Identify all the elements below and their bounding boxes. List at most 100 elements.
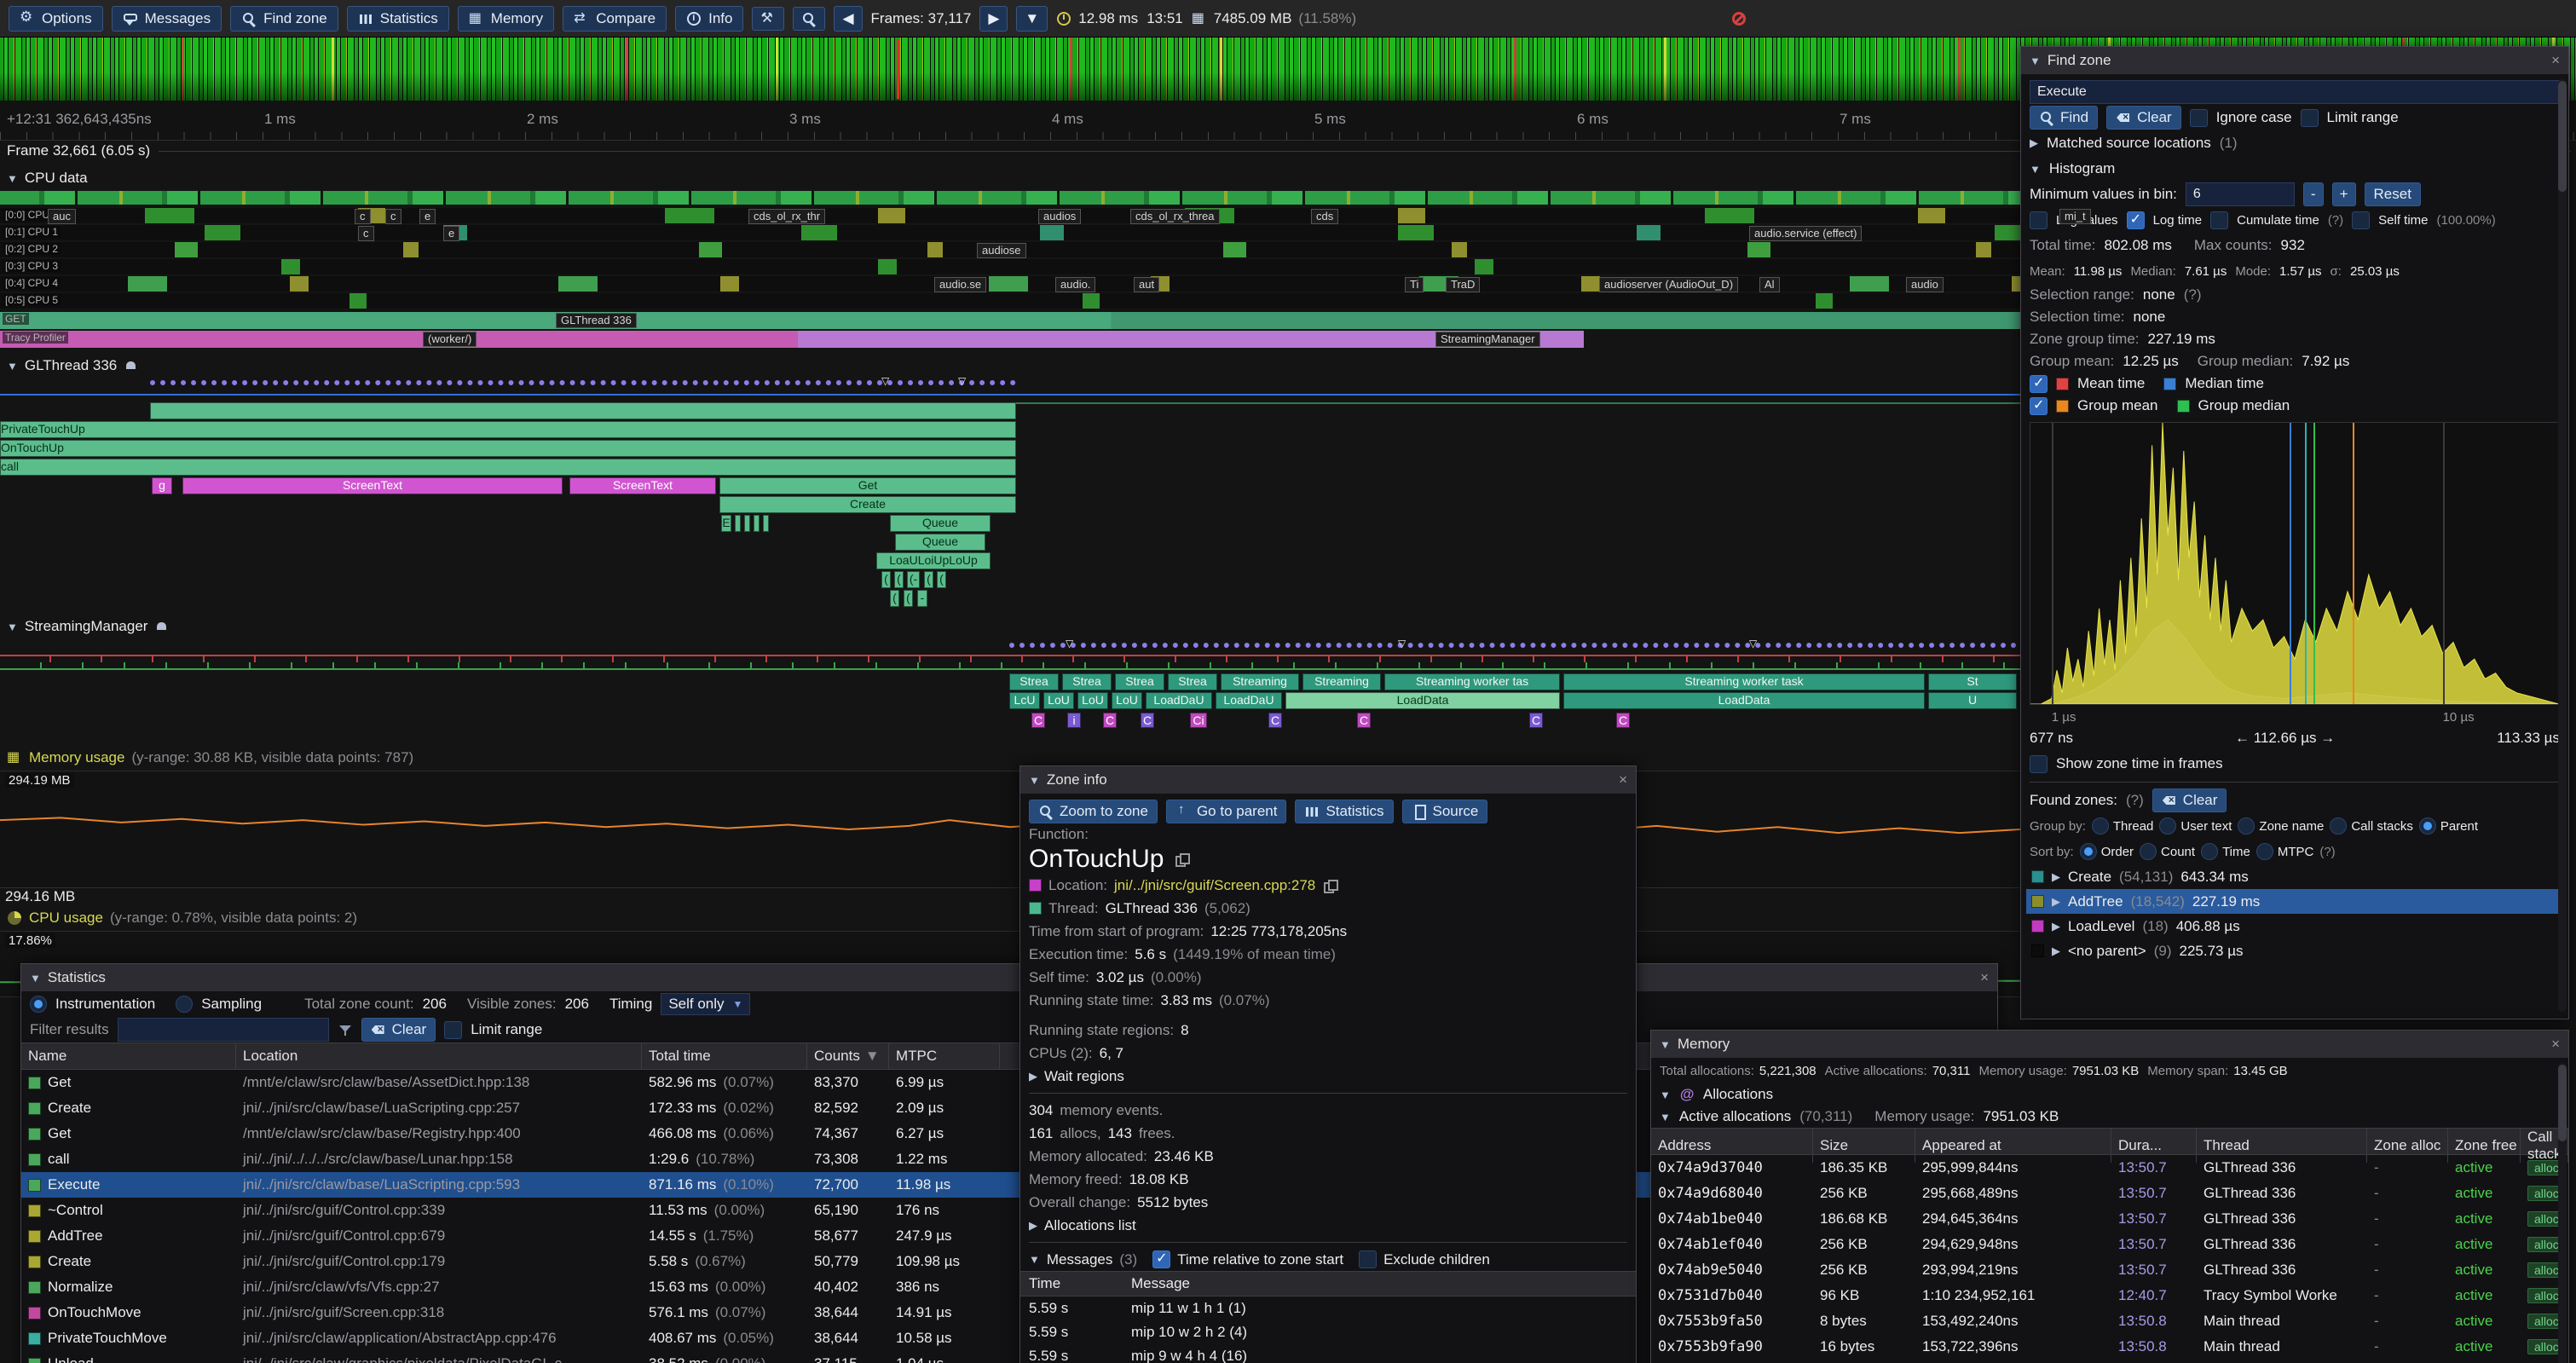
message-marker[interactable]: ▽: [1066, 638, 1074, 650]
alloc-duration-link[interactable]: 13:50.7: [2118, 1185, 2167, 1201]
alloc-duration-link[interactable]: 13:50.7: [2118, 1159, 2167, 1175]
messages-collapser[interactable]: ▼: [1029, 1253, 1040, 1266]
zone-bar[interactable]: ScreenText: [569, 477, 716, 494]
alloc-callstack-button[interactable]: alloc: [2527, 1211, 2566, 1227]
log-time-checkbox[interactable]: [2126, 211, 2145, 229]
show-zone-time-checkbox[interactable]: [2030, 754, 2048, 773]
sort-by-option[interactable]: Time: [2201, 843, 2250, 860]
zone-bar[interactable]: LoaULoiUpLoUp: [876, 552, 991, 569]
histogram-collapser[interactable]: ▼ Histogram: [2030, 160, 2116, 176]
expand-frames-button[interactable]: ▼: [1016, 5, 1048, 32]
memory-row[interactable]: 0x7553b9fa90 16 bytes 153,722,396ns 13:5…: [1651, 1334, 2568, 1360]
sort-by-option[interactable]: MTPC: [2255, 843, 2313, 860]
memory-usage-header[interactable]: Memory usage (y-range: 30.88 KB, visible…: [0, 747, 2576, 769]
close-icon[interactable]: ×: [2551, 52, 2560, 68]
cpu-usage-header[interactable]: CPU usage (y-range: 0.78%, visible data …: [0, 907, 2576, 929]
memory-usage-plot[interactable]: 294.19 MB: [0, 771, 2020, 888]
col-size[interactable]: Size: [1813, 1129, 1915, 1163]
col-mtpc[interactable]: MTPC: [889, 1043, 1000, 1069]
find-zone-histogram[interactable]: 1 µs 10 µs: [2030, 422, 2560, 725]
zone-bar[interactable]: St: [1928, 673, 2017, 690]
alloc-duration-link[interactable]: 12:40.7: [2118, 1287, 2167, 1303]
cumulate-time-checkbox[interactable]: [2210, 211, 2229, 229]
zone-bar[interactable]: LcU: [1009, 692, 1040, 709]
zone-bar[interactable]: [744, 515, 750, 532]
timing-select[interactable]: Self only ▼: [661, 993, 751, 1015]
alloc-duration-link[interactable]: 13:50.8: [2118, 1313, 2167, 1329]
zone-bar[interactable]: Streaming: [1302, 673, 1381, 690]
group-by-option[interactable]: Thread: [2091, 817, 2153, 835]
find-button[interactable]: Find: [2030, 106, 2099, 130]
zone-bar[interactable]: [754, 515, 760, 532]
zone-bar[interactable]: g: [152, 477, 172, 494]
col-appeared[interactable]: Appeared at: [1915, 1129, 2111, 1163]
zone-bar[interactable]: call: [0, 459, 1016, 476]
col-address[interactable]: Address: [1651, 1129, 1813, 1163]
zone-bar[interactable]: (-: [907, 571, 920, 588]
memory-row[interactable]: 0x7553b9fa50 8 bytes 153,492,240ns 13:50…: [1651, 1308, 2568, 1334]
statistics-row[interactable]: OnTouchMove jni/../jni/src/guif/Screen.c…: [21, 1300, 1997, 1325]
zone-bar[interactable]: C: [1141, 713, 1154, 728]
zone-bar[interactable]: LoadData: [1285, 692, 1560, 709]
toolbar-button[interactable]: Options: [9, 5, 103, 32]
found-zone-group[interactable]: ▶ AddTree (18,542) 227.19 ms: [2026, 889, 2563, 914]
alloc-callstack-button[interactable]: alloc: [2527, 1288, 2566, 1303]
ignore-case-checkbox[interactable]: [2189, 108, 2208, 127]
group-by-option[interactable]: Call stacks: [2330, 817, 2413, 835]
log-values-checkbox[interactable]: [2030, 211, 2048, 229]
decrease-bin-button[interactable]: -: [2302, 182, 2324, 206]
instrumentation-radio[interactable]: [30, 996, 47, 1013]
toolbar-button[interactable]: Messages: [111, 5, 222, 32]
zone-bar[interactable]: C: [1616, 713, 1630, 728]
reset-button[interactable]: Reset: [2364, 182, 2421, 206]
found-zone-group[interactable]: ▶ Create (54,131) 643.34 ms: [2026, 864, 2563, 889]
memory-scrollbar[interactable]: [2558, 1063, 2567, 1363]
toolbar-icon-button[interactable]: [752, 6, 785, 31]
statistics-row[interactable]: Get /mnt/e/claw/src/claw/base/AssetDict.…: [21, 1070, 1997, 1095]
clear-button[interactable]: Clear: [361, 1018, 436, 1042]
zone-info-button[interactable]: Zoom to zone: [1029, 800, 1158, 823]
close-icon[interactable]: ×: [1980, 969, 1989, 985]
message-dots-row[interactable]: [1009, 643, 2017, 648]
alloc-callstack-button[interactable]: alloc: [2527, 1237, 2566, 1252]
zone-info-button[interactable]: Go to parent: [1165, 800, 1287, 823]
thread-overview-tracy[interactable]: Tracy Profiler: [0, 331, 2020, 348]
alloc-callstack-button[interactable]: alloc: [2527, 1339, 2566, 1354]
group-mean-median-checkbox[interactable]: [2030, 396, 2048, 415]
thread-name[interactable]: GLThread 336: [1105, 899, 1198, 916]
toolbar-button[interactable]: Find zone: [230, 5, 338, 32]
exclude-children-checkbox[interactable]: [1359, 1250, 1378, 1268]
message-row[interactable]: 5.59 s mip 11 w 1 h 1 (1): [1029, 1300, 1246, 1316]
col-duration[interactable]: Dura...: [2111, 1129, 2197, 1163]
statistics-row[interactable]: Create jni/../jni/src/claw/base/LuaScrip…: [21, 1095, 1997, 1121]
next-frame-button[interactable]: ▶: [979, 5, 1008, 32]
scrollbar-thumb[interactable]: [2558, 81, 2567, 192]
zone-bar[interactable]: [735, 515, 741, 532]
clear-found-button[interactable]: Clear: [2151, 788, 2227, 812]
zone-bar[interactable]: Strea: [1168, 673, 1217, 690]
statistics-titlebar[interactable]: ▼ Statistics ×: [21, 964, 1997, 991]
alloc-callstack-button[interactable]: alloc: [2527, 1186, 2566, 1201]
zone-bar[interactable]: Strea: [1062, 673, 1112, 690]
zone-bar[interactable]: Create: [719, 496, 1016, 513]
zone-bar[interactable]: ScreenText: [182, 477, 563, 494]
memory-row[interactable]: 0x74ab1be040 186.68 KB 294,645,364ns 13:…: [1651, 1206, 2568, 1232]
statistics-row[interactable]: PrivateTouchMove jni/../jni/src/claw/app…: [21, 1325, 1997, 1351]
zone-bar[interactable]: Queue: [890, 515, 991, 532]
limit-range-checkbox[interactable]: [2300, 108, 2319, 127]
col-zone-free[interactable]: Zone free: [2448, 1129, 2521, 1163]
zone-bar[interactable]: [763, 515, 769, 532]
col-zone-alloc[interactable]: Zone alloc: [2367, 1129, 2448, 1163]
find-zone-search-input[interactable]: [2030, 80, 2560, 104]
source-location[interactable]: jni/../jni/src/guif/Screen.cpp:278: [1114, 876, 1316, 893]
zone-bar[interactable]: LoU: [1112, 692, 1142, 709]
alloc-duration-link[interactable]: 13:50.8: [2118, 1338, 2167, 1354]
zone-bar[interactable]: E: [721, 515, 731, 532]
zone-bar[interactable]: (: [904, 590, 913, 607]
zone-bar[interactable]: Strea: [1009, 673, 1059, 690]
message-marker[interactable]: ▽: [1398, 638, 1406, 650]
active-allocations-collapser[interactable]: ▼ Active allocations (70,311) Memory usa…: [1660, 1108, 2059, 1124]
cpu-core-row[interactable]: [0:4] CPU 4: [0, 276, 2020, 292]
streamingmanager-header[interactable]: ▼ StreamingManager: [0, 615, 2576, 638]
limit-range-checkbox[interactable]: [444, 1020, 463, 1039]
